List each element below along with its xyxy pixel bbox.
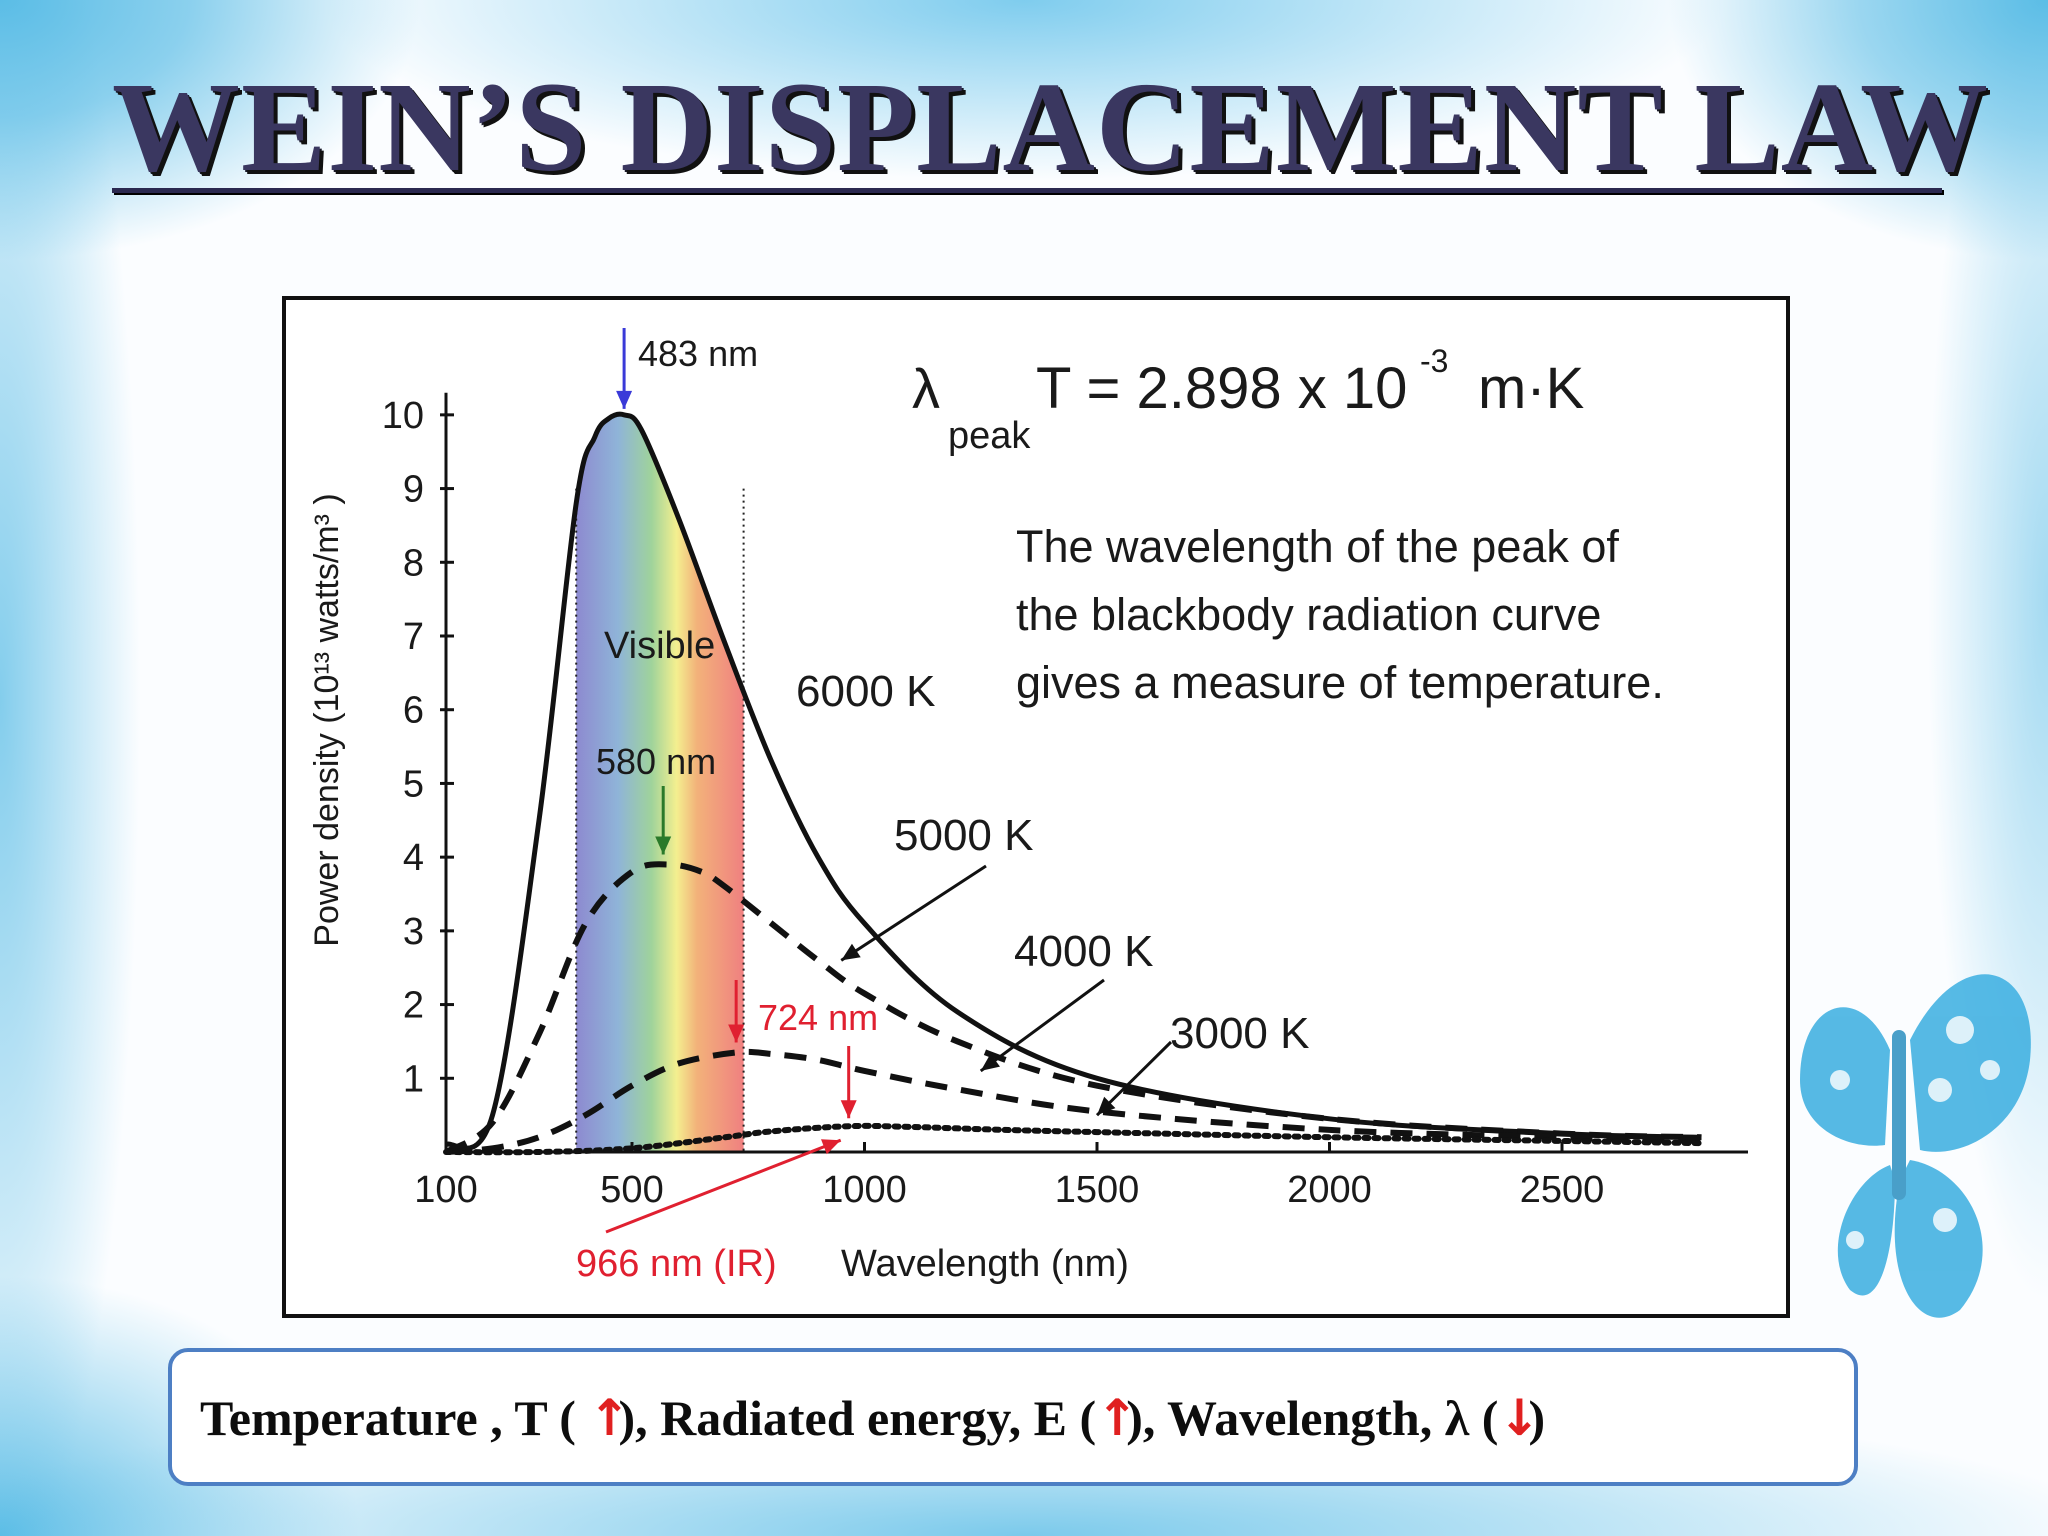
y-tick-label: 2 (403, 985, 424, 1027)
temperature-close: ), (618, 1390, 648, 1446)
chart-axes: 100 500 1000 1500 2000 2500 1 2 3 4 5 6 7 8 9 10 (382, 392, 1748, 1211)
pointer-4000k-icon (979, 978, 1105, 1073)
x-tick-label: 2500 (1520, 1169, 1605, 1211)
slide-title: WEIN’S DISPLACEMENT LAW (112, 56, 1989, 198)
description-line-2: the blackbody radiation curve (1016, 589, 1601, 640)
series-label-4000k: 4000 K (1014, 927, 1153, 976)
chart-labels: Power density (10¹³ watts/m³ ) Wavelengt… (308, 333, 1664, 1285)
peak-arrow-580-icon (655, 786, 672, 855)
series-label-5000k: 5000 K (894, 811, 1033, 860)
series-label-3000k: 3000 K (1170, 1009, 1309, 1058)
curve-3000k (443, 1122, 1705, 1156)
peak-label-580: 580 nm (596, 741, 716, 782)
curve-4000k (445, 1048, 1702, 1155)
x-tick-label: 500 (600, 1169, 663, 1211)
description-line-3: gives a measure of temperature. (1016, 657, 1664, 708)
x-tick-label: 100 (414, 1169, 477, 1211)
series-label-6000k: 6000 K (796, 667, 935, 716)
y-axis-label: Power density (10¹³ watts/m³ ) (308, 493, 346, 946)
visible-label: Visible (604, 625, 715, 667)
description-line-1: The wavelength of the peak of (1016, 521, 1619, 572)
formula-exponent: -3 (1420, 343, 1448, 379)
y-tick-label: 1 (403, 1058, 424, 1100)
title-underline (112, 188, 1942, 193)
formula-unit: m·K (1478, 356, 1585, 421)
chart-pointer-arrows (605, 328, 1173, 1234)
y-tick-label: 6 (403, 690, 424, 732)
peak-label-966: 966 nm (IR) (576, 1243, 777, 1285)
temperature-up-arrow-icon: ↑ (588, 1389, 631, 1447)
y-tick-label: 8 (403, 542, 424, 584)
x-tick-label: 1000 (822, 1169, 907, 1211)
formula-subscript-peak: peak (948, 415, 1031, 457)
ir-pointer-arrow-icon (605, 1138, 842, 1234)
peak-label-483: 483 nm (638, 333, 758, 374)
peak-arrow-483-icon (616, 328, 633, 409)
energy-close: ), (1126, 1390, 1156, 1446)
peak-label-724: 724 nm (758, 997, 878, 1038)
pointer-3000k-icon (1095, 1040, 1173, 1117)
peak-arrow-724-icon (728, 980, 745, 1043)
pointer-5000k-icon (840, 864, 987, 962)
wavelength-close: ) (1528, 1390, 1546, 1446)
x-tick-label: 1500 (1055, 1169, 1140, 1211)
summary-text: Temperature , T ( ↑), Radiated energy, E… (200, 1388, 1844, 1448)
y-tick-label: 9 (403, 469, 424, 511)
energy-label: Radiated energy, E ( (660, 1390, 1097, 1446)
summary-box: Temperature , T ( ↑), Radiated energy, E… (168, 1348, 1858, 1486)
temperature-label: Temperature , T ( (200, 1390, 576, 1446)
formula-lambda: λ (912, 357, 940, 420)
chart-curves (443, 411, 1705, 1156)
wavelength-label: Wavelength, λ ( (1166, 1390, 1499, 1446)
curve-6000k (444, 411, 1702, 1151)
curve-5000k (444, 861, 1702, 1155)
y-tick-label: 5 (403, 763, 424, 805)
y-tick-label: 7 (403, 616, 424, 658)
blackbody-chart: 100 500 1000 1500 2000 2500 1 2 3 4 5 6 7 8 9 10 Power … (282, 296, 1790, 1318)
x-axis-label: Wavelength (nm) (841, 1243, 1129, 1285)
chart-svg: 100 500 1000 1500 2000 2500 1 2 3 4 5 6 7 8 9 10 Power … (308, 328, 1748, 1285)
y-tick-label: 3 (403, 911, 424, 953)
x-tick-label: 2000 (1287, 1169, 1372, 1211)
wavelength-down-arrow-icon: ↓ (1498, 1389, 1541, 1447)
formula-main: T = 2.898 x 10 (1036, 356, 1407, 421)
y-tick-label: 10 (382, 395, 424, 437)
energy-up-arrow-icon: ↑ (1096, 1389, 1139, 1447)
peak-arrow-966-icon (840, 1046, 857, 1119)
butterfly-decoration-icon (1800, 974, 2031, 1318)
y-tick-label: 4 (403, 837, 424, 879)
